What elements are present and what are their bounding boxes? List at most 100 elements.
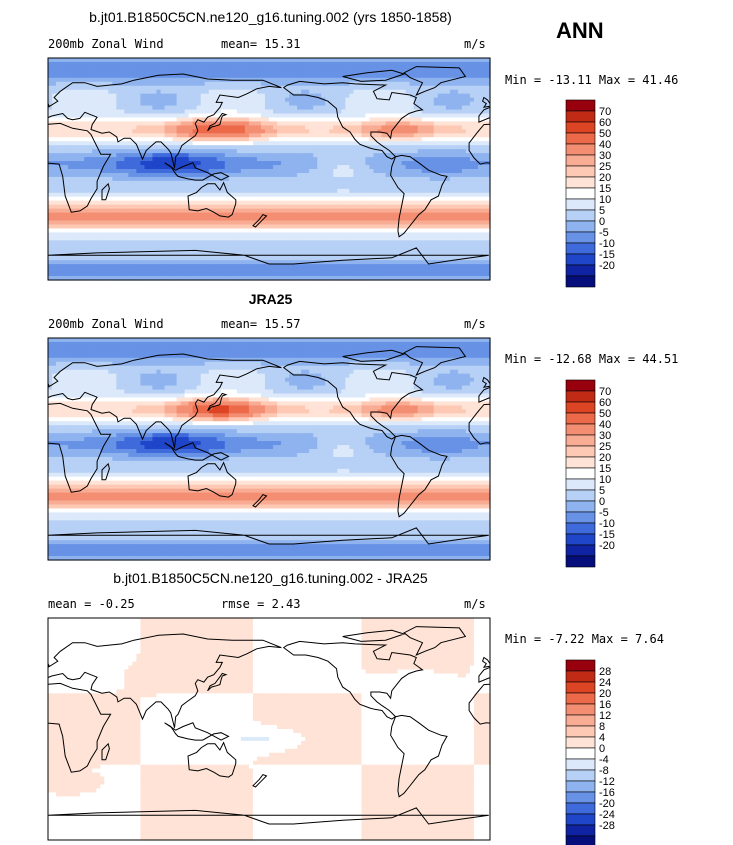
panel-2-minmax: Min = -12.68 Max = 44.51	[505, 352, 679, 366]
south-america-coast	[390, 154, 448, 238]
colorbar-level-label: 0	[599, 216, 605, 228]
newzealand-coast	[252, 214, 268, 228]
uk-coast-wrap	[481, 96, 490, 108]
australia-coast	[187, 461, 237, 498]
colorbar-level-label: -15	[599, 249, 615, 261]
madagascar-coast	[101, 182, 110, 201]
colorbar-level-label: 0	[599, 743, 605, 755]
colorbar-level-label: 10	[599, 194, 611, 206]
panel-1-map	[47, 57, 491, 281]
coastlines	[48, 346, 490, 545]
contour-fill	[48, 58, 491, 281]
colorbar-swatch	[565, 275, 596, 288]
colorbar-swatch	[565, 533, 596, 546]
panel-3-mean: mean = -0.25	[48, 597, 135, 611]
colorbar-level-label: -28	[599, 820, 615, 832]
colorbar-level-label: 16	[599, 699, 611, 711]
uk-coast-wrap	[481, 656, 490, 668]
europe-asia-coast	[48, 73, 282, 168]
colorbar-swatch	[565, 165, 596, 178]
colorbar-level-label: -24	[599, 809, 615, 821]
colorbar-level-label: -5	[599, 507, 609, 519]
australia-coast	[187, 741, 237, 778]
africa-coast-wrap	[468, 403, 490, 445]
colorbar-swatch	[565, 209, 596, 222]
panel-1-title: b.jt01.B1850C5CN.ne120_g16.tuning.002 (y…	[89, 9, 452, 25]
contour-fill	[48, 338, 491, 561]
colorbar-swatch	[565, 390, 596, 403]
europe-asia-coast	[48, 353, 282, 448]
indonesia-coast	[164, 162, 230, 181]
colorbar-level-label: 40	[599, 139, 611, 151]
south-america-coast	[390, 434, 448, 518]
colorbar-swatch	[565, 253, 596, 266]
north-america-coast	[282, 360, 424, 440]
madagascar-coast	[101, 462, 110, 481]
colorbar-swatch	[565, 747, 596, 760]
colorbar-swatch	[565, 121, 596, 134]
colorbar-level-label: -8	[599, 765, 609, 777]
season-label: ANN	[556, 18, 604, 43]
colorbar-swatch	[565, 423, 596, 436]
colorbar-swatch	[565, 401, 596, 414]
africa-coast	[48, 682, 112, 773]
colorbar-level-label: -20	[599, 540, 615, 552]
uk-coast	[48, 662, 50, 667]
antarctica-coast	[48, 807, 489, 825]
japan-coast	[207, 672, 228, 692]
uk-coast	[48, 382, 50, 387]
colorbar-level-label: -20	[599, 260, 615, 272]
colorbar-swatch	[565, 445, 596, 458]
uk-coast-wrap	[481, 376, 490, 388]
africa-coast	[48, 402, 112, 493]
australia-coast	[187, 181, 237, 218]
colorbar-level-label: 50	[599, 128, 611, 140]
colorbar-level-label: -10	[599, 238, 615, 250]
japan-coast	[207, 112, 228, 132]
colorbar-swatch	[565, 99, 596, 112]
colorbar-swatch	[565, 769, 596, 782]
colorbar-level-label: -15	[599, 529, 615, 541]
colorbar-swatch	[565, 813, 596, 826]
colorbar-level-label: 5	[599, 205, 605, 217]
colorbar-level-label: 30	[599, 150, 611, 162]
africa-coast	[48, 122, 112, 213]
panel-3-minmax: Min = -7.22 Max = 7.64	[505, 632, 664, 646]
colorbar-swatch	[565, 758, 596, 771]
colorbar-swatch	[565, 725, 596, 738]
panel-1-mean: mean= 15.31	[221, 37, 301, 51]
coastlines	[48, 66, 490, 265]
colorbar-swatch	[565, 714, 596, 727]
colorbar-level-label: 8	[599, 721, 605, 733]
colorbar-swatch	[565, 110, 596, 123]
colorbar-swatch	[565, 703, 596, 716]
colorbar-level-label: 24	[599, 677, 611, 689]
panel-1-units: m/s	[464, 37, 486, 51]
madagascar-coast	[101, 742, 110, 761]
panel-2-mean: mean= 15.57	[221, 317, 301, 331]
colorbar-swatch	[565, 670, 596, 683]
colorbar-swatch	[565, 143, 596, 156]
panel-2-map	[47, 337, 491, 561]
colorbar-swatch	[565, 132, 596, 145]
colorbar-level-label: 12	[599, 710, 611, 722]
colorbar-level-label: 15	[599, 463, 611, 475]
colorbar-level-label: -12	[599, 776, 615, 788]
antarctica-coast	[48, 527, 489, 545]
indonesia-coast	[164, 442, 230, 461]
colorbar-swatch	[565, 522, 596, 535]
colorbar-level-label: -20	[599, 798, 615, 810]
africa-coast-wrap	[468, 123, 490, 165]
colorbar-swatch	[565, 220, 596, 233]
colorbar-level-label: 20	[599, 452, 611, 464]
colorbar-swatch	[565, 379, 596, 392]
colorbar-swatch	[565, 231, 596, 244]
colorbar-level-label: 60	[599, 397, 611, 409]
colorbar-swatch	[565, 500, 596, 513]
panel-2-variable-label: 200mb Zonal Wind	[48, 317, 164, 331]
africa-coast-wrap	[468, 683, 490, 725]
colorbar-swatch	[565, 511, 596, 524]
colorbar-swatch	[565, 802, 596, 815]
japan-coast	[207, 392, 228, 412]
panel-3-map	[47, 617, 491, 841]
